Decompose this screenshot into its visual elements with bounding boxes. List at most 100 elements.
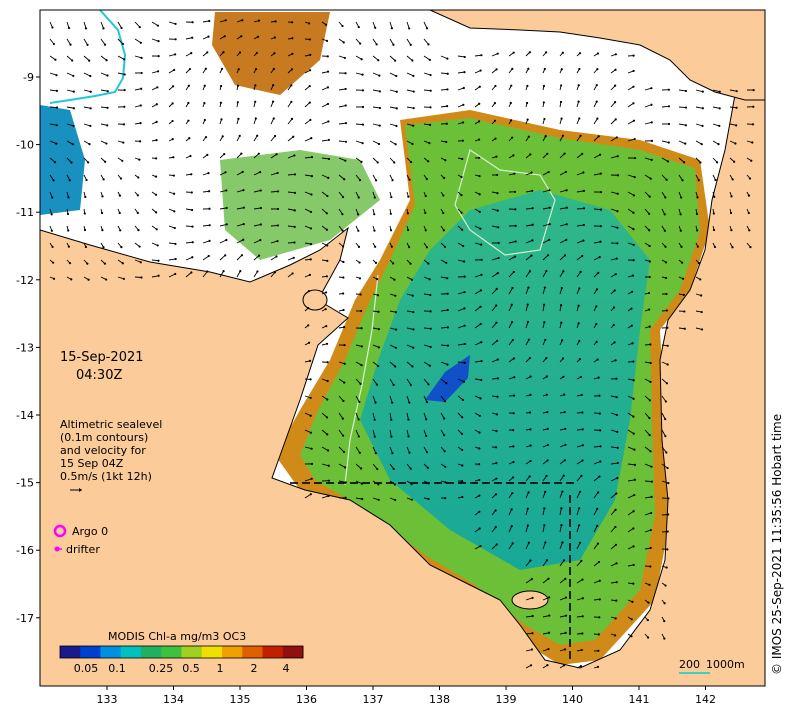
velocity-arrow [66,89,74,93]
colorbar-title: MODIS Chl-a mg/m3 OC3 [108,630,246,643]
velocity-arrow-head [188,137,191,140]
velocity-arrow-head [390,196,393,199]
velocity-arrow [559,542,563,550]
velocity-arrow-head [514,224,517,227]
velocity-arrow-head [343,56,346,60]
reference-vector-head [79,488,82,492]
velocity-arrow-head [648,229,651,232]
velocity-arrow-head [478,510,481,513]
velocity-arrow-head [582,239,585,242]
velocity-arrow-head [255,51,258,55]
velocity-arrow-head [527,135,530,138]
velocity-arrow-head [426,466,430,469]
velocity-arrow-head [239,270,242,273]
velocity-arrow [66,38,71,45]
velocity-arrow-head [718,90,721,93]
velocity-arrow-head [443,433,446,437]
velocity-arrow-head [203,102,206,105]
velocity-arrow-head [633,463,637,466]
velocity-arrow-head [682,161,686,164]
velocity-arrow-head [343,362,346,365]
velocity-arrow-head [190,52,193,55]
scale-bar: 200 1000m [679,658,745,674]
velocity-arrow-head [494,509,497,512]
velocity-arrow-head [679,229,682,232]
velocity-arrow-head [208,239,211,242]
velocity-arrow-head [411,59,414,62]
velocity-arrow-head [191,256,194,259]
velocity-arrow-head [344,140,348,143]
velocity-arrow-head [561,51,564,54]
velocity-arrow-head [409,43,412,46]
velocity-arrow [49,89,57,92]
colorbar-tick-label: 4 [283,662,290,675]
velocity-arrow-head [478,193,481,196]
velocity-arrow-head [510,508,513,511]
velocity-arrow-head [581,597,584,600]
velocity-arrow-head [84,27,88,30]
velocity-arrow-head [564,596,568,599]
velocity-arrow-head [360,327,363,330]
velocity-arrow-head [445,105,449,108]
velocity-arrow-head [648,308,651,311]
map-frame [39,9,766,687]
velocity-arrow-head [578,490,582,493]
velocity-arrow-head [378,74,381,77]
velocity-arrow-head [326,433,329,436]
velocity-arrow [49,55,56,61]
velocity-arrow [117,72,125,75]
velocity-arrow-head [412,74,415,77]
velocity-arrow [627,208,634,214]
velocity-arrow-head [463,260,466,263]
velocity-arrow [117,38,124,45]
velocity-arrow-head [496,339,499,342]
velocity-arrow-head [429,89,432,92]
velocity-arrow [304,191,312,195]
velocity-arrow-head [172,174,175,177]
velocity-arrow [644,157,652,161]
velocity-arrow-head [701,124,704,127]
velocity-arrow-head [123,73,126,76]
velocity-arrow-head [293,209,296,212]
velocity-arrow-head [327,138,331,142]
velocity-arrow-head [712,228,716,232]
velocity-arrow-head [174,257,177,261]
velocity-arrow [355,446,361,454]
velocity-arrow [695,123,703,127]
velocity-arrow-head [615,492,618,495]
velocity-arrow-head [173,68,176,72]
lon-tick-label: 141 [629,693,650,706]
velocity-arrow-head [445,382,448,385]
velocity-arrow [236,223,244,227]
velocity-arrow-head [529,459,532,463]
velocity-arrow [542,207,550,210]
velocity-arrow [389,446,393,454]
velocity-arrow [372,55,379,61]
velocity-arrow [423,38,429,45]
velocity-arrow-head [342,399,345,403]
velocity-arrow [389,55,396,61]
velocity-arrow-head [374,179,378,182]
velocity-arrow [644,191,651,197]
velocity-arrow-head [88,143,91,146]
velocity-arrow [491,322,497,329]
velocity-arrow-head [444,465,447,468]
velocity-arrow [287,191,295,194]
velocity-arrow-head [493,119,497,122]
velocity-arrow-head [378,124,381,127]
velocity-arrow-head [428,364,432,367]
velocity-arrow-head [666,466,669,470]
velocity-arrow [66,72,74,77]
velocity-arrow-head [531,614,534,618]
map-area [40,10,765,686]
velocity-arrow-head [463,275,466,278]
velocity-arrow-head [632,119,636,122]
velocity-arrow-head [598,475,601,478]
velocity-arrow-head [102,27,105,30]
velocity-arrow-head [374,401,377,404]
velocity-arrow [644,480,652,483]
velocity-arrow-head [274,134,277,138]
velocity-arrow-head [700,328,704,331]
velocity-arrow-head [293,154,296,157]
velocity-arrow-head [679,213,682,216]
